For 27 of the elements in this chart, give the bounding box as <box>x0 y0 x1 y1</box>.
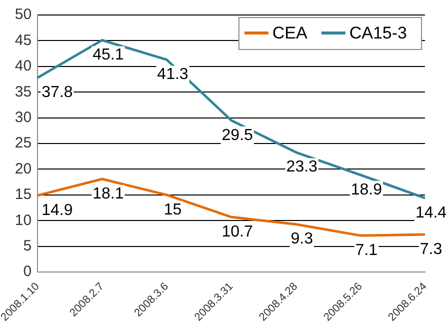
data-label: 18.9 <box>350 181 382 198</box>
data-label: 29.5 <box>222 126 253 144</box>
legend-label: CEA <box>272 24 308 43</box>
data-label: 14.9 <box>42 202 73 219</box>
data-label: 15 <box>164 201 182 218</box>
y-tick-label: 0 <box>23 263 32 280</box>
data-label: 9.3 <box>290 230 314 248</box>
y-tick-label: 50 <box>14 6 32 24</box>
data-label: 14.4 <box>415 204 447 222</box>
y-tick-label: 45 <box>14 32 32 49</box>
y-tick-label: 30 <box>14 108 32 126</box>
data-label: 10.7 <box>222 223 253 240</box>
data-label: 7.3 <box>420 240 442 258</box>
y-tick-label: 20 <box>14 160 32 178</box>
legend-label: CA15-3 <box>349 24 407 43</box>
data-label: 23.3 <box>286 158 318 176</box>
y-tick-label: 10 <box>14 212 32 229</box>
data-label: 18.1 <box>92 185 124 202</box>
data-label: 45.1 <box>92 46 124 64</box>
y-tick-label: 40 <box>14 58 32 75</box>
data-label: 41.3 <box>157 66 188 84</box>
y-tick-label: 5 <box>23 237 32 254</box>
y-tick-label: 15 <box>14 186 32 204</box>
data-label: 7.1 <box>355 242 378 259</box>
data-label: 37.8 <box>42 84 73 102</box>
y-tick-label: 35 <box>14 83 32 100</box>
y-tick-label: 25 <box>14 134 32 152</box>
